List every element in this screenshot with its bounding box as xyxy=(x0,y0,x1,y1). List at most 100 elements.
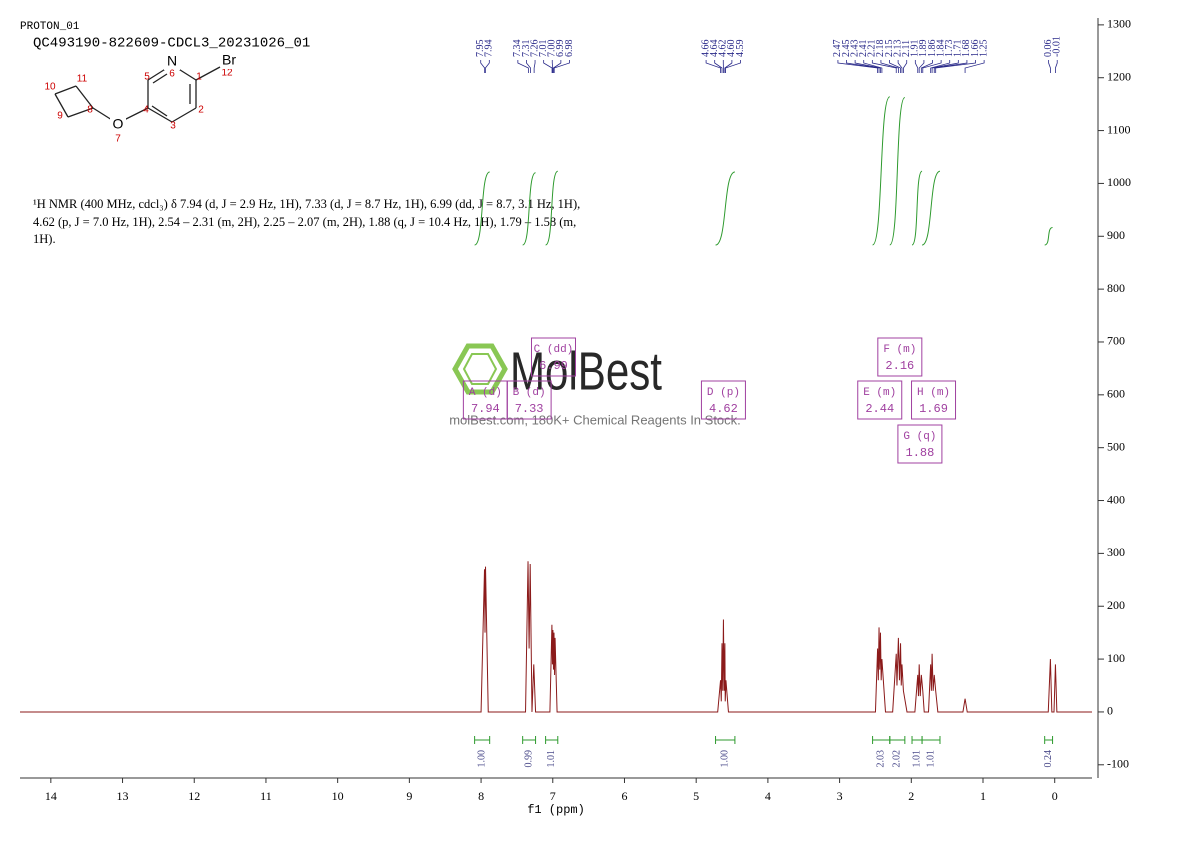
y-tick-label: 200 xyxy=(1107,598,1125,612)
peak-connector xyxy=(889,60,901,73)
description-box: ¹H NMR (400 MHz, cdcl₃) δ 7.94 (d, J = 2… xyxy=(33,197,581,246)
y-tick-label: -100 xyxy=(1107,757,1129,771)
peak-connector xyxy=(918,60,925,73)
peak-label: 1.71 xyxy=(953,40,964,58)
peak-connector xyxy=(871,60,897,73)
x-tick-label: 6 xyxy=(621,789,627,803)
integral-curve xyxy=(522,172,537,246)
peak-connector xyxy=(854,60,881,73)
peak-label: 1.91 xyxy=(910,40,921,58)
y-tick-label: 300 xyxy=(1107,545,1125,559)
peak-connector xyxy=(484,60,490,73)
peak-connector xyxy=(551,60,554,73)
integral-bracket xyxy=(715,736,736,744)
peak-label: 4.59 xyxy=(735,40,746,58)
x-tick-label: 5 xyxy=(693,789,699,803)
title: QC493190-822609-CDCL3_20231026_01 xyxy=(33,36,310,52)
atom-label: O xyxy=(113,116,124,132)
peak-label: 2.41 xyxy=(858,40,869,58)
y-tick-label: 500 xyxy=(1107,439,1125,453)
peak-label: 7.26 xyxy=(529,40,540,58)
x-axis-label: f1 (ppm) xyxy=(527,803,585,817)
multiplet-label: H (m) xyxy=(917,387,950,399)
peak-connector xyxy=(931,60,959,73)
atom-label: N xyxy=(167,53,177,69)
multiplet-box xyxy=(506,380,552,420)
multiplet-box xyxy=(857,380,903,420)
atom-label: 4 xyxy=(143,105,149,116)
atom-label: 6 xyxy=(169,69,175,80)
y-tick-label: 600 xyxy=(1107,387,1125,401)
peak-label: 2.45 xyxy=(841,40,852,58)
multiplet-shift: 1.88 xyxy=(906,446,935,460)
watermark-brand: MolBest xyxy=(510,341,662,401)
integral-curve xyxy=(921,170,941,246)
integral-curve xyxy=(911,170,923,246)
peak-label: 4.62 xyxy=(718,40,729,58)
peak-label: 1.89 xyxy=(918,40,929,58)
x-tick-label: 12 xyxy=(188,789,200,803)
peak-label: -0.01 xyxy=(1052,36,1063,57)
multiplet-label: B (d) xyxy=(513,387,546,399)
atom-label: 3 xyxy=(170,121,176,132)
multiplet-label: C (dd) xyxy=(534,344,574,356)
integral-bracket xyxy=(872,736,891,744)
atom-label: 1 xyxy=(196,72,202,83)
x-tick-label: 4 xyxy=(765,789,771,803)
peak-label: 2.15 xyxy=(884,40,895,58)
peak-label: 7.31 xyxy=(521,40,532,58)
atom-label: Br xyxy=(222,52,236,68)
y-tick-label: 1200 xyxy=(1107,69,1131,83)
x-tick-label: 13 xyxy=(117,789,129,803)
multiplet-label: F (m) xyxy=(883,344,916,356)
y-tick-label: 1000 xyxy=(1107,175,1131,189)
integral-bracket xyxy=(545,736,559,744)
integral-curve xyxy=(872,96,891,246)
y-tick-label: 0 xyxy=(1107,704,1113,718)
x-tick-label: 0 xyxy=(1052,789,1058,803)
peak-label: 2.43 xyxy=(849,40,860,58)
integral-curve xyxy=(889,97,906,246)
x-tick-label: 8 xyxy=(478,789,484,803)
multiplet-shift: 6.99 xyxy=(539,359,568,373)
peak-connector xyxy=(714,60,723,73)
watermark-tagline: molBest.com, 180K+ Chemical Reagents In … xyxy=(449,412,741,427)
peak-label: 6.99 xyxy=(555,40,566,58)
atom-label: 7 xyxy=(115,134,121,145)
atom-label: 9 xyxy=(57,111,63,122)
description: ¹H NMR (400 MHz, cdcl₃) δ 7.94 (d, J = 2… xyxy=(33,197,581,246)
y-tick-label: 1300 xyxy=(1107,17,1131,31)
peak-connector xyxy=(1055,60,1058,73)
atom-bg xyxy=(110,117,126,133)
x-tick-label: 2 xyxy=(908,789,914,803)
integral-curve xyxy=(474,171,491,246)
multiplet-box xyxy=(877,337,923,377)
peak-connector xyxy=(933,60,968,73)
peak-label: 2.21 xyxy=(867,40,878,58)
y-tick-label: 700 xyxy=(1107,334,1125,348)
peak-label: 7.00 xyxy=(547,40,558,58)
integral-curve xyxy=(545,170,559,246)
peak-connector xyxy=(880,60,899,73)
peak-label: 4.66 xyxy=(700,40,711,58)
peak-label: 1.66 xyxy=(970,40,981,58)
integral-bracket xyxy=(911,736,923,744)
integral-label: 2.02 xyxy=(892,750,903,768)
peak-connector xyxy=(846,60,880,73)
y-tick-label: 100 xyxy=(1107,651,1125,665)
atom-label: 10 xyxy=(44,82,56,93)
peak-label: 7.01 xyxy=(538,40,549,58)
multiplet-box xyxy=(911,380,957,420)
multiplet-shift: 1.69 xyxy=(919,402,948,416)
integral-label: 2.03 xyxy=(875,750,886,768)
multiplet-shift: 2.44 xyxy=(865,402,894,416)
y-tick-label: 400 xyxy=(1107,492,1125,506)
multiplet-label: D (p) xyxy=(707,387,740,399)
peak-connector xyxy=(930,60,951,73)
peak-connector xyxy=(480,60,486,73)
peak-connector xyxy=(903,60,908,73)
subtitle: PROTON_01 xyxy=(20,21,80,33)
x-tick-label: 10 xyxy=(332,789,344,803)
integral-label: 0.24 xyxy=(1043,750,1054,768)
peak-label: 2.13 xyxy=(892,40,903,58)
